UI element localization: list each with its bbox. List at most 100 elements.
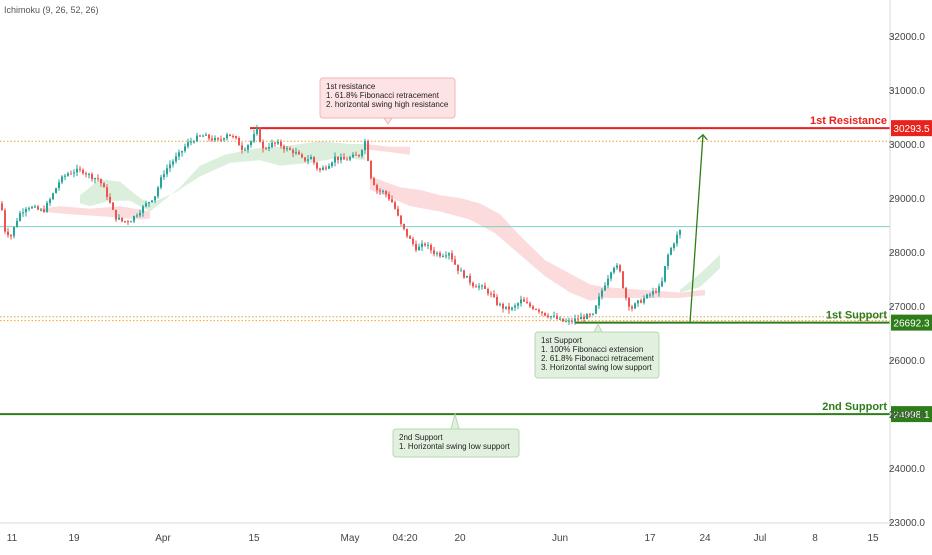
candle-up: [592, 313, 594, 315]
candle-up: [118, 217, 120, 220]
candle-up: [661, 281, 663, 287]
candle-up: [193, 141, 195, 143]
candle-down: [1, 203, 3, 211]
candle-down: [493, 293, 495, 297]
candle-up: [223, 138, 225, 140]
candle-up: [58, 182, 60, 189]
candle-up: [466, 275, 468, 278]
time-tick-label: 15: [867, 533, 879, 544]
candle-down: [4, 210, 6, 232]
candle-down: [625, 288, 627, 298]
candle-up: [16, 220, 18, 227]
time-tick-label: 15: [248, 533, 260, 544]
candle-down: [109, 196, 111, 203]
candle-down: [358, 154, 360, 157]
callout-text: 1. 100% Fibonacci extension: [541, 345, 643, 354]
candle-up: [460, 270, 462, 272]
time-tick-label: 17: [644, 533, 656, 544]
candle-down: [451, 253, 453, 260]
price-tick-label: 29000.0: [889, 194, 926, 205]
candle-up: [151, 200, 153, 203]
candle-up: [673, 243, 675, 249]
level-price-label: 24998.1: [893, 410, 930, 421]
axes: 23000.0 24000.0 25000.0 26000.0 27000.0 28000…: [0, 0, 925, 544]
candle-down: [103, 183, 105, 188]
level-name: 1st Support: [826, 310, 887, 322]
candle-up: [52, 193, 54, 200]
indicator-label[interactable]: Ichimoku (9, 26, 52, 26): [4, 5, 99, 15]
level-name: 2nd Support: [822, 401, 887, 413]
candle-down: [388, 194, 390, 200]
price-tick-label: 26000.0: [889, 356, 926, 367]
price-tick-label: 27000.0: [889, 302, 926, 313]
candle-up: [226, 134, 228, 139]
candle-up: [190, 141, 192, 143]
candle-up: [133, 215, 135, 222]
candle-up: [598, 296, 600, 306]
candle-up: [244, 149, 246, 151]
candle-down: [91, 173, 93, 180]
candle-down: [97, 178, 99, 180]
candle-up: [172, 161, 174, 165]
price-tick-label: 25000.0: [889, 410, 926, 421]
candle-up: [478, 286, 480, 288]
candle-down: [400, 215, 402, 224]
candle-up: [580, 316, 582, 320]
candle-down: [274, 142, 276, 144]
candle-up: [445, 255, 447, 257]
candle-down: [439, 252, 441, 257]
candle-down: [430, 244, 432, 251]
callout-text: 1. 61.8% Fibonacci retracement: [326, 91, 440, 100]
candle-down: [424, 243, 426, 246]
candle-down: [82, 169, 84, 174]
candle-down: [37, 206, 39, 210]
candle-down: [529, 303, 531, 307]
candle-down: [457, 264, 459, 271]
candle-down: [415, 243, 417, 251]
candle-down: [370, 160, 372, 179]
candle-up: [136, 215, 138, 217]
candle-up: [448, 253, 450, 256]
candle-up: [511, 307, 513, 310]
candle-up: [646, 294, 648, 299]
candle-up: [184, 146, 186, 152]
candle-up: [634, 303, 636, 309]
candle-up: [670, 248, 672, 255]
candle-up: [481, 285, 483, 287]
candle-down: [385, 191, 387, 195]
candle-down: [463, 270, 465, 278]
price-tick-label: 28000.0: [889, 248, 926, 259]
candle-up: [586, 314, 588, 320]
candle-down: [541, 311, 543, 313]
candle-up: [277, 141, 279, 144]
candle-down: [535, 309, 537, 311]
candle-down: [412, 238, 414, 244]
candle-down: [433, 250, 435, 254]
candle-up: [568, 320, 570, 322]
time-tick-label: 20: [454, 533, 466, 544]
candle-down: [229, 134, 231, 137]
candle-down: [502, 303, 504, 309]
candle-up: [31, 206, 33, 209]
candle-down: [79, 168, 81, 170]
candle-up: [181, 151, 183, 153]
candle-up: [268, 147, 270, 149]
price-tick-label: 32000.0: [889, 32, 926, 43]
candle-up: [595, 305, 597, 314]
callout-text: 1st Support: [541, 336, 583, 345]
candle-up: [616, 265, 618, 268]
candle-up: [88, 173, 90, 175]
candle-down: [571, 320, 573, 322]
candle-up: [22, 212, 24, 214]
candle-down: [343, 157, 345, 160]
candle-up: [307, 159, 309, 161]
cloud-segment-green: [150, 146, 280, 212]
ichimoku-cloud: [40, 141, 720, 301]
candle-up: [271, 142, 273, 148]
